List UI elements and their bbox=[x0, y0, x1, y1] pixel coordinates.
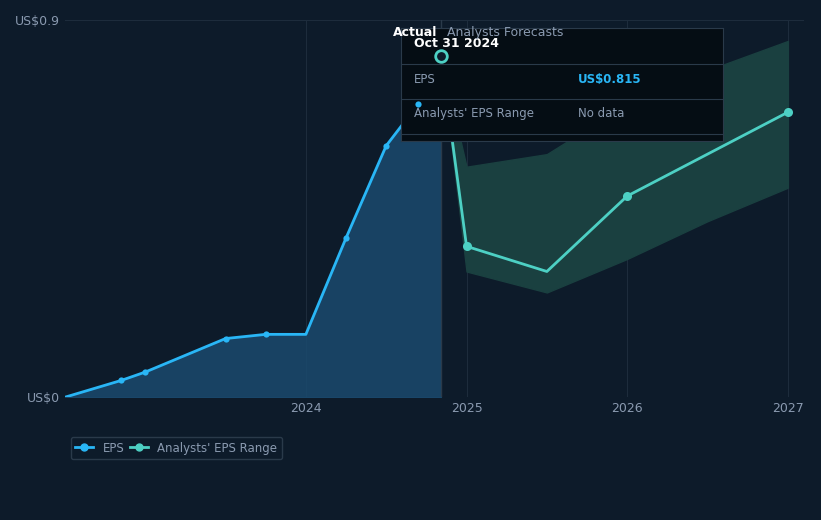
Point bbox=[379, 141, 392, 150]
Legend: EPS, Analysts' EPS Range: EPS, Analysts' EPS Range bbox=[71, 437, 282, 459]
Point bbox=[460, 242, 473, 251]
Point bbox=[114, 376, 127, 385]
Point bbox=[621, 192, 634, 200]
Point bbox=[412, 100, 425, 108]
Point bbox=[259, 330, 273, 339]
Text: Actual: Actual bbox=[393, 26, 438, 39]
Point bbox=[782, 108, 795, 116]
Point bbox=[434, 51, 447, 60]
Point bbox=[339, 234, 352, 242]
Point bbox=[139, 368, 152, 376]
Text: Analysts Forecasts: Analysts Forecasts bbox=[447, 26, 564, 39]
Point bbox=[219, 334, 232, 343]
